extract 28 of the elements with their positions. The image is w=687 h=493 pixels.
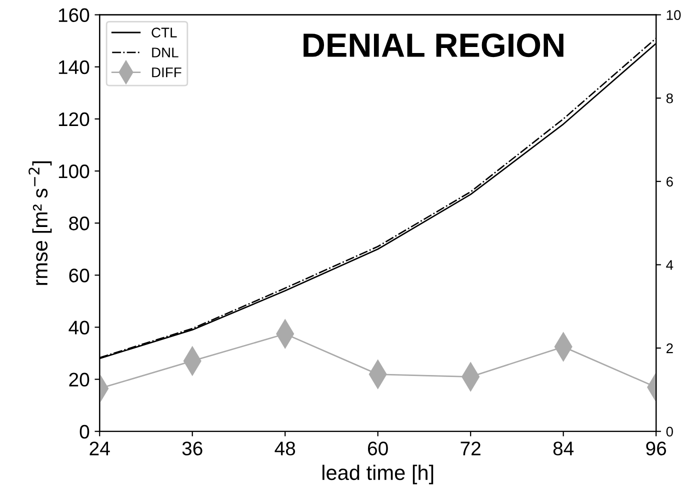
y-tick-label: 80 <box>69 216 90 230</box>
legend-label: CTL <box>152 28 177 38</box>
y-tick-label: 60 <box>69 268 90 282</box>
x-tick-label: 48 <box>274 442 296 456</box>
y-axis-title: rmse [m² s$^{−2}$] <box>28 161 52 285</box>
y2-tick-label: 4 <box>666 260 674 270</box>
y-tick-label: 160 <box>58 8 90 22</box>
y2-tick-label: 6 <box>666 176 673 187</box>
x-tick-label: 24 <box>90 442 110 456</box>
x-tick-label: 84 <box>553 442 574 456</box>
x-tick-label: 36 <box>182 442 202 456</box>
x-tick-label: 72 <box>460 442 480 456</box>
legend-label: DNL <box>152 48 178 58</box>
y-tick-label: 0 <box>80 424 90 439</box>
y-tick-label: 100 <box>58 164 90 178</box>
y2-tick-label: 8 <box>666 93 673 104</box>
y-tick-label: 140 <box>58 60 90 74</box>
x-tick-label: 60 <box>368 442 388 456</box>
chart-title: DENIAL REGION <box>304 33 564 58</box>
legend-label: DIFF <box>152 68 182 78</box>
x-tick-label: 96 <box>646 442 666 456</box>
x-axis-title: lead time [h] <box>322 464 434 484</box>
y2-tick-label: 0 <box>666 426 673 437</box>
y2-tick-label: 2 <box>666 343 673 354</box>
y2-tick-label: 10 <box>666 10 681 20</box>
y-tick-label: 20 <box>69 372 90 387</box>
y-tick-label: 120 <box>58 112 90 126</box>
y-tick-label: 40 <box>68 320 90 334</box>
